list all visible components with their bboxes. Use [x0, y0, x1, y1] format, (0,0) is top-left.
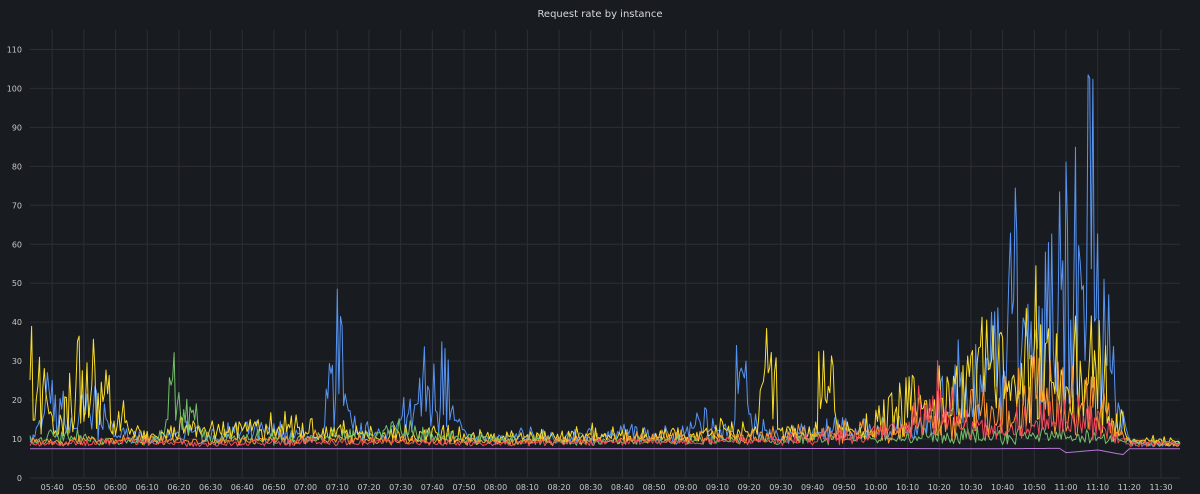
- x-tick-label: 06:00: [104, 483, 127, 492]
- x-tick-label: 11:20: [1118, 483, 1141, 492]
- series-group: [29, 74, 1181, 456]
- x-tick-label: 10:00: [864, 483, 887, 492]
- grid: [30, 30, 1180, 479]
- y-tick-label: 60: [12, 240, 22, 249]
- y-tick-label: 90: [12, 123, 22, 132]
- x-tick-label: 07:20: [357, 483, 380, 492]
- y-tick-label: 80: [12, 162, 22, 171]
- x-tick-label: 07:40: [421, 483, 444, 492]
- x-tick-label: 08:40: [611, 483, 634, 492]
- y-tick-label: 100: [7, 84, 22, 93]
- x-tick-label: 05:50: [72, 483, 95, 492]
- x-tick-label: 11:00: [1054, 483, 1077, 492]
- x-tick-label: 06:20: [167, 483, 190, 492]
- y-tick-label: 0: [17, 474, 22, 483]
- x-tick-label: 07:50: [452, 483, 475, 492]
- x-tick-label: 09:10: [706, 483, 729, 492]
- x-tick-label: 09:40: [801, 483, 824, 492]
- series-line-4: [29, 355, 1181, 447]
- y-tick-label: 40: [12, 318, 22, 327]
- x-tick-label: 07:00: [294, 483, 317, 492]
- x-tick-label: 08:30: [579, 483, 602, 492]
- y-tick-label: 110: [7, 45, 22, 54]
- x-axis: 05:40 05:50 06:00 06:10 06:20 06:30 06:40 06:50…: [41, 483, 1173, 492]
- x-tick-label: 11:10: [1086, 483, 1109, 492]
- x-tick-label: 06:30: [199, 483, 222, 492]
- x-tick-label: 08:10: [516, 483, 539, 492]
- chart-title: Request rate by instance: [537, 9, 663, 20]
- x-tick-label: 09:30: [769, 483, 792, 492]
- x-tick-label: 07:10: [326, 483, 349, 492]
- y-axis: 0 10 20 30 40 50 60 70 80 90 100 110: [7, 45, 22, 483]
- y-tick-label: 10: [12, 435, 22, 444]
- x-tick-label: 09:20: [738, 483, 761, 492]
- x-tick-label: 05:40: [41, 483, 64, 492]
- x-tick-label: 08:50: [643, 483, 666, 492]
- x-tick-label: 10:50: [1023, 483, 1046, 492]
- x-tick-label: 10:30: [959, 483, 982, 492]
- x-tick-label: 06:10: [136, 483, 159, 492]
- x-tick-label: 07:30: [389, 483, 412, 492]
- y-tick-label: 30: [12, 357, 22, 366]
- y-tick-label: 50: [12, 279, 22, 288]
- series-line-2: [29, 265, 1181, 446]
- x-tick-label: 06:40: [231, 483, 254, 492]
- x-tick-label: 11:30: [1149, 483, 1172, 492]
- x-tick-label: 08:20: [548, 483, 571, 492]
- series-line-6: [30, 447, 1180, 456]
- x-tick-label: 08:00: [484, 483, 507, 492]
- series-line-5: [29, 360, 1181, 448]
- x-tick-label: 10:20: [928, 483, 951, 492]
- x-tick-label: 10:40: [991, 483, 1014, 492]
- y-tick-label: 20: [12, 396, 22, 405]
- x-tick-label: 09:00: [674, 483, 697, 492]
- x-tick-label: 10:10: [896, 483, 919, 492]
- x-tick-label: 09:50: [833, 483, 856, 492]
- x-tick-label: 06:50: [262, 483, 285, 492]
- y-tick-label: 70: [12, 201, 22, 210]
